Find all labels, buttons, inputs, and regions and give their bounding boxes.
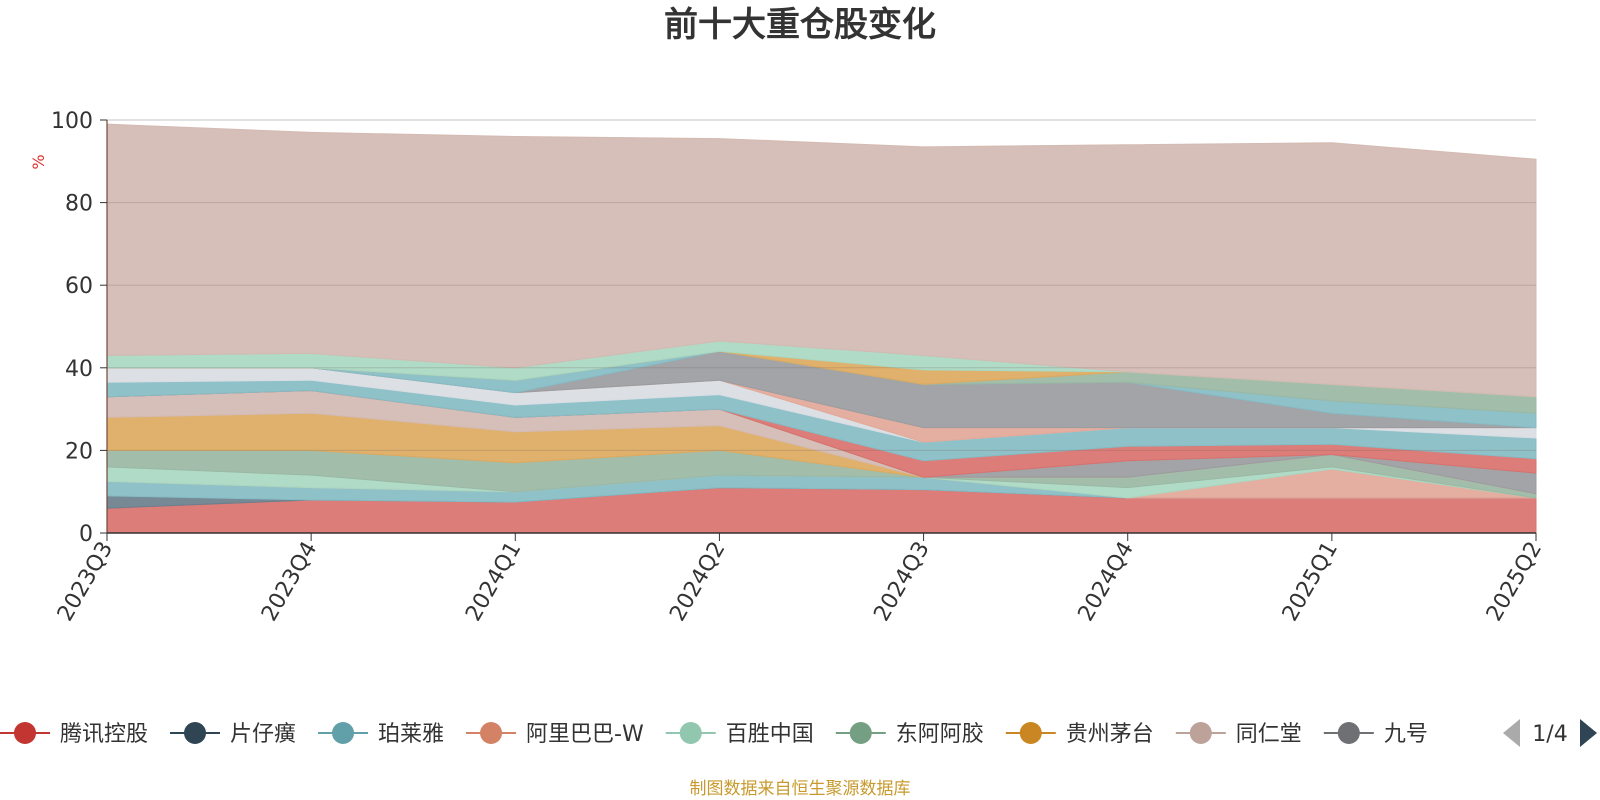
legend-item[interactable]: 东阿阿胶 [835, 722, 984, 747]
legend-item[interactable]: 阿里巴巴-W [466, 722, 644, 747]
legend-label: 珀莱雅 [378, 722, 444, 747]
legend-prev-icon[interactable] [1503, 719, 1520, 747]
legend-item[interactable]: 腾讯控股 [0, 722, 148, 747]
y-tick-label: 80 [65, 192, 93, 217]
legend-item[interactable]: 百胜中国 [665, 722, 814, 747]
legend: 腾讯控股 片仔癀 珀莱雅 阿里巴巴-W 百胜中国 东阿阿胶 贵州茅台 同仁堂 九号 [0, 722, 1428, 747]
legend-label: 片仔癀 [230, 722, 296, 747]
x-tick-label: 2025Q1 [1278, 538, 1343, 626]
y-tick-label: 60 [65, 274, 93, 299]
legend-item[interactable]: 同仁堂 [1175, 722, 1302, 747]
x-tick-label: 2023Q3 [53, 538, 118, 626]
legend-marker [849, 722, 872, 744]
legend-label: 百胜中国 [726, 722, 814, 747]
legend-label: 腾讯控股 [60, 722, 148, 747]
x-tick-label: 2025Q2 [1482, 538, 1547, 626]
source-footer: 制图数据来自恒生聚源数据库 [690, 779, 911, 799]
x-tick-label: 2024Q4 [1074, 538, 1139, 626]
legend-marker [1337, 722, 1360, 744]
legend-label: 同仁堂 [1236, 722, 1302, 747]
legend-item[interactable]: 珀莱雅 [318, 722, 444, 747]
y-tick-label: 100 [51, 109, 93, 134]
legend-label: 九号 [1384, 722, 1428, 747]
stacked-areas [106, 119, 1537, 534]
area-series-18 [106, 123, 1537, 398]
legend-item[interactable]: 贵州茅台 [1005, 722, 1154, 747]
legend-marker [332, 722, 355, 744]
legend-marker [480, 722, 503, 744]
y-tick-label: 40 [65, 357, 93, 382]
y-tick-label: 0 [79, 522, 93, 547]
x-tick-label: 2024Q3 [869, 538, 934, 626]
legend-page-indicator: 1/4 [1532, 722, 1567, 747]
x-tick-label: 2024Q1 [461, 538, 526, 626]
y-tick-label: 20 [65, 439, 93, 464]
legend-marker [14, 722, 36, 744]
legend-label: 东阿阿胶 [896, 722, 984, 747]
legend-next-icon[interactable] [1580, 719, 1597, 747]
x-tick-label: 2024Q2 [665, 538, 730, 626]
legend-marker [1019, 722, 1042, 744]
legend-item[interactable]: 片仔癀 [170, 722, 296, 747]
chart-title: 前十大重仓股变化 [664, 5, 936, 45]
legend-marker [184, 722, 207, 744]
legend-label: 贵州茅台 [1066, 722, 1154, 747]
x-tick-label: 2023Q4 [257, 538, 322, 626]
legend-marker [1189, 722, 1212, 744]
legend-item[interactable]: 九号 [1323, 722, 1428, 747]
legend-pager: 1/4 [1503, 719, 1597, 747]
y-axis-unit: % [29, 154, 48, 169]
legend-marker [679, 722, 702, 744]
legend-label: 阿里巴巴-W [526, 722, 644, 747]
